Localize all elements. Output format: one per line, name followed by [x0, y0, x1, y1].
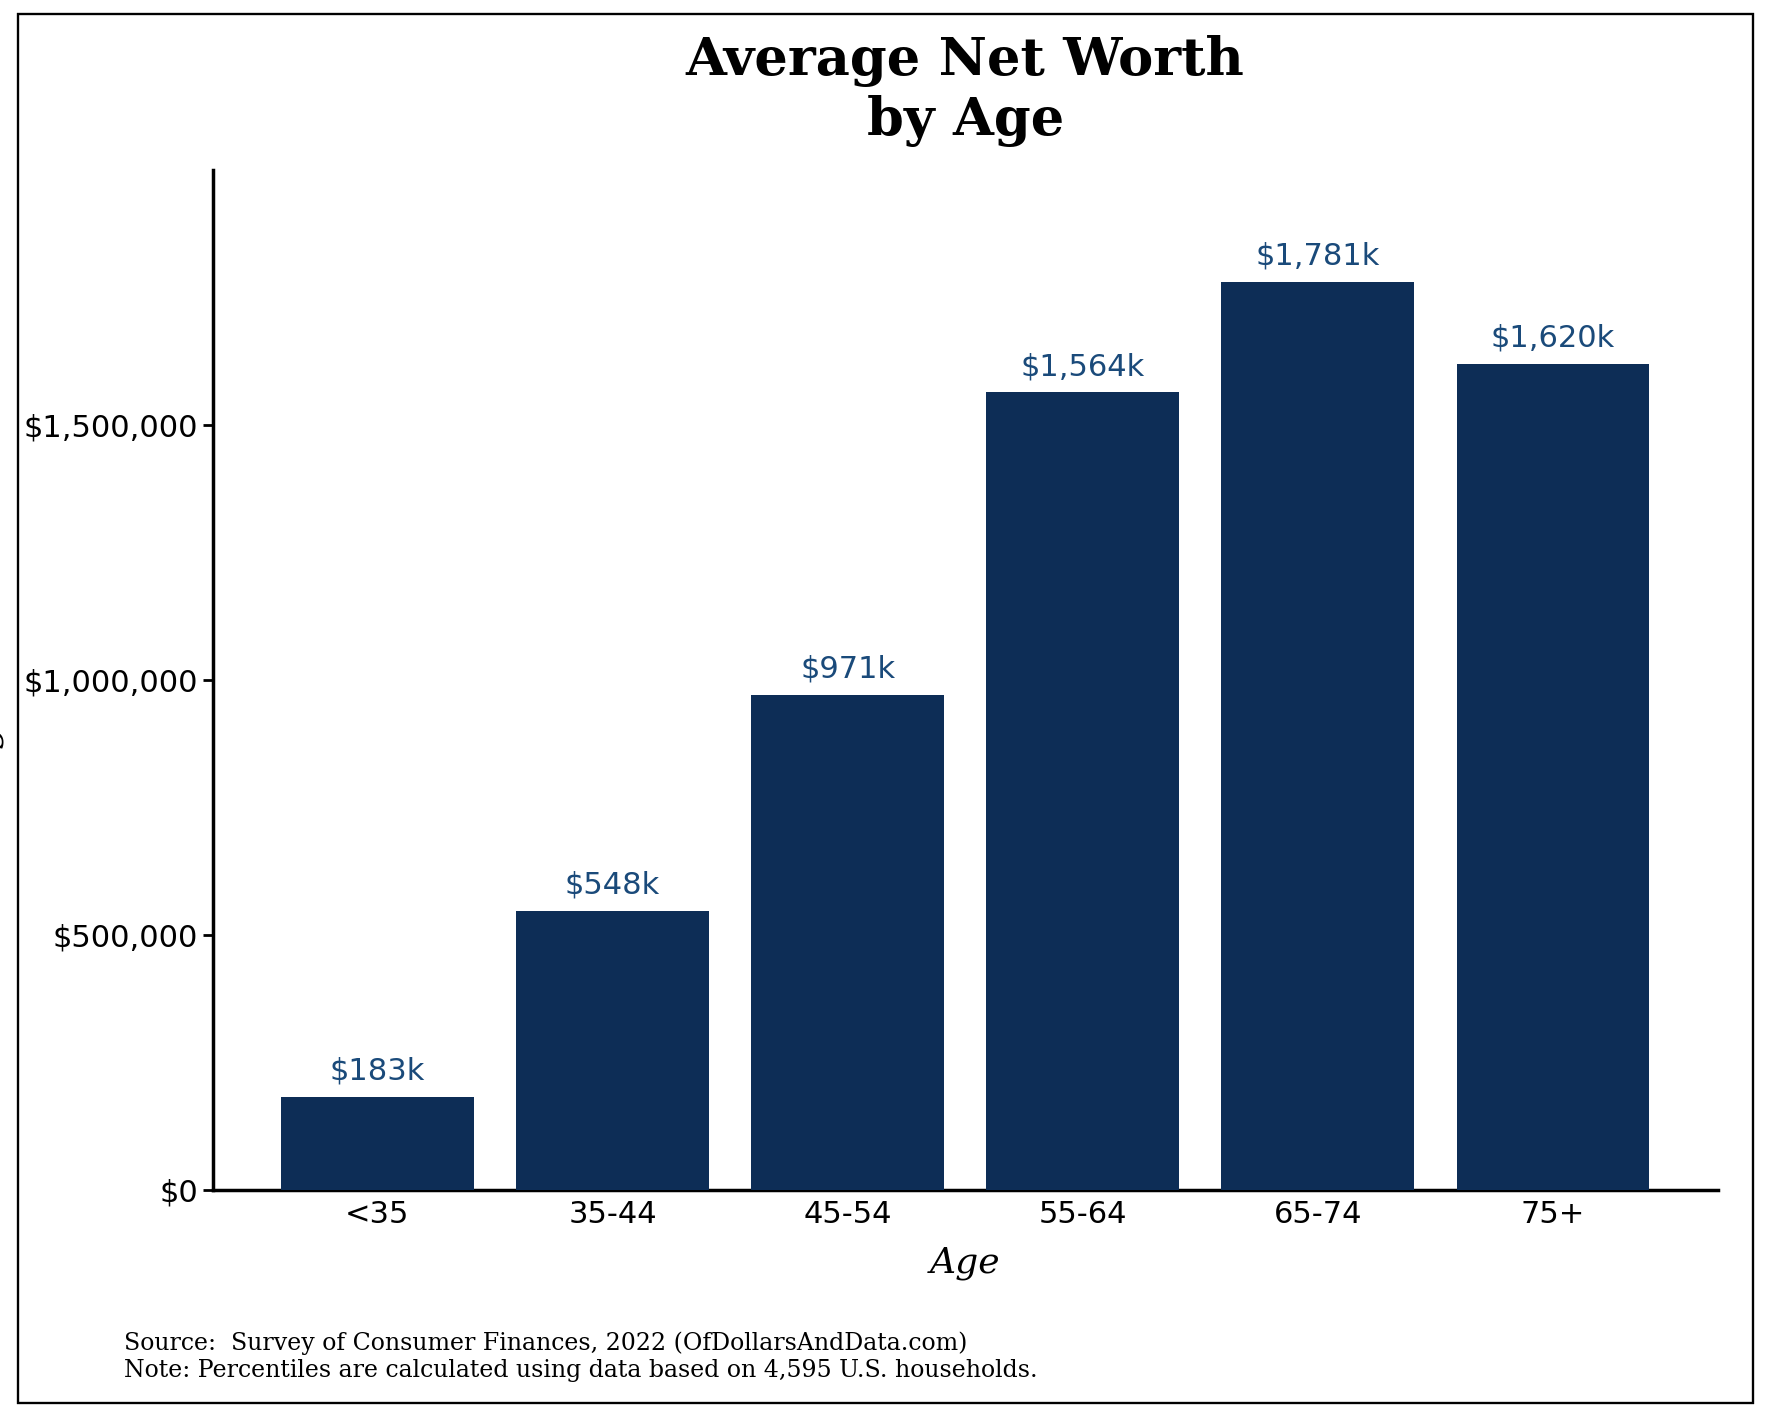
Title: Average Net Worth
by Age: Average Net Worth by Age: [685, 35, 1245, 147]
Text: $1,620k: $1,620k: [1491, 323, 1615, 353]
Text: $548k: $548k: [565, 870, 661, 900]
X-axis label: Age: Age: [930, 1246, 1001, 1280]
Bar: [515, 911, 708, 1190]
Text: $1,781k: $1,781k: [1256, 241, 1380, 271]
Text: $971k: $971k: [800, 655, 894, 684]
Text: Source:  Survey of Consumer Finances, 2022 (OfDollarsAndData.com)
Note: Percenti: Source: Survey of Consumer Finances, 202…: [124, 1332, 1038, 1382]
Bar: [1456, 364, 1649, 1190]
Bar: [282, 1097, 475, 1190]
Bar: [751, 694, 944, 1190]
Bar: [1222, 282, 1415, 1190]
Text: $1,564k: $1,564k: [1020, 353, 1144, 381]
Text: $183k: $183k: [329, 1057, 425, 1085]
Bar: [986, 393, 1179, 1190]
Y-axis label: Average Net Worth: Average Net Worth: [0, 504, 7, 856]
